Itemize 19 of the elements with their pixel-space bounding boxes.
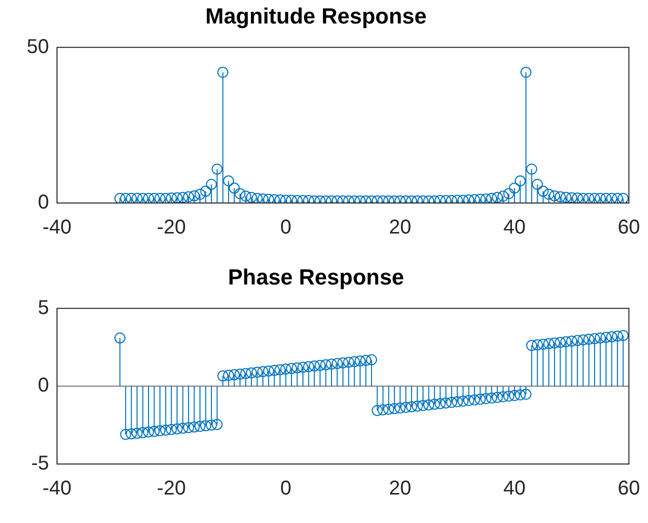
y-tick-label: 50 bbox=[26, 36, 49, 58]
x-tick-label: -40 bbox=[42, 478, 72, 500]
y-tick-label: -5 bbox=[31, 452, 49, 475]
x-tick-label: -40 bbox=[42, 216, 72, 239]
y-tick-label: 0 bbox=[38, 192, 49, 214]
chart-title: Magnitude Response bbox=[205, 3, 427, 28]
x-tick-label: -20 bbox=[156, 478, 186, 500]
x-tick-label: 40 bbox=[503, 478, 526, 500]
y-tick-label: 5 bbox=[38, 296, 49, 319]
x-tick-label: -20 bbox=[156, 216, 186, 239]
x-tick-label: 60 bbox=[618, 216, 640, 239]
x-tick-label: 40 bbox=[503, 216, 526, 239]
x-tick-label: 60 bbox=[618, 478, 640, 500]
x-tick-label: 20 bbox=[389, 216, 412, 239]
x-tick-label: 20 bbox=[389, 478, 412, 500]
x-tick-label: 0 bbox=[280, 478, 292, 500]
y-tick-label: 0 bbox=[38, 374, 49, 397]
x-tick-label: 0 bbox=[280, 216, 292, 239]
chart-title: Phase Response bbox=[228, 264, 404, 290]
